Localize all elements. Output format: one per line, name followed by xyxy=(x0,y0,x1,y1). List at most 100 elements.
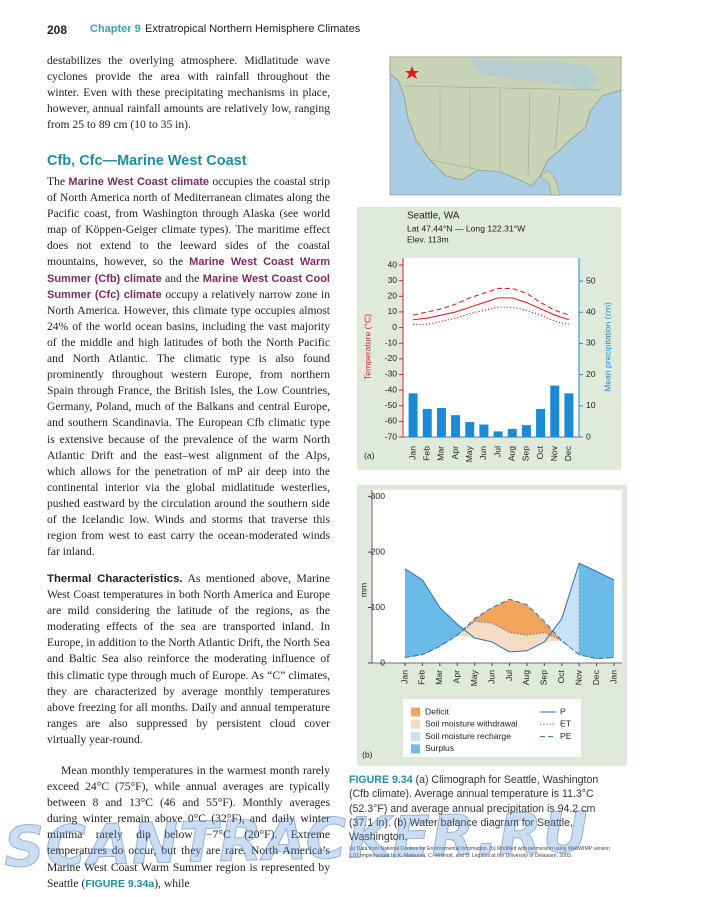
x-tick-label: Feb xyxy=(422,446,432,461)
legend-label: P xyxy=(560,706,566,716)
x-tick-label: Jan xyxy=(608,670,618,684)
x-tick-label: Feb xyxy=(417,670,427,685)
x-tick-label: Mar xyxy=(434,670,444,685)
x-tick-label: Nov xyxy=(549,445,559,461)
land xyxy=(539,169,561,196)
section-heading: Cfb, Cfc—Marine West Coast xyxy=(47,153,247,169)
x-tick-label: May xyxy=(464,445,474,462)
y-tick-label: -20 xyxy=(385,353,398,363)
y2-tick-label: 40 xyxy=(586,307,596,317)
y2-tick-label: 50 xyxy=(586,275,596,285)
y-tick-label: 20 xyxy=(387,291,397,301)
temperature-line xyxy=(412,287,570,316)
text: and the xyxy=(161,271,203,285)
deficit-area xyxy=(457,599,562,641)
bar xyxy=(521,425,531,437)
chapter-title: Extratropical Northern Hemisphere Climat… xyxy=(145,23,361,35)
x-tick-label: Aug xyxy=(507,446,517,462)
bar xyxy=(479,424,489,437)
panel-label: (b) xyxy=(362,749,373,759)
chapter-label: Chapter 9 xyxy=(90,23,141,35)
y-tick-label: 100 xyxy=(371,602,386,612)
y-tick-label: -40 xyxy=(385,384,398,394)
water-line xyxy=(404,562,615,653)
bar xyxy=(408,393,418,437)
caption-text: (a) Climograph for Seattle, Washington (… xyxy=(349,774,599,844)
text: As mentioned above, Marine West Coast te… xyxy=(47,572,330,746)
borders xyxy=(403,85,601,177)
y-tick-label: -70 xyxy=(385,431,398,441)
y2-tick-label: 20 xyxy=(586,369,596,379)
figure-reference[interactable]: FIGURE 9.34a xyxy=(85,877,155,890)
figure-caption: FIGURE 9.34 (a) Climograph for Seattle, … xyxy=(349,773,621,844)
y-tick-label: 200 xyxy=(371,546,386,556)
plot-area xyxy=(403,258,579,437)
legend-label: PE xyxy=(560,731,572,741)
x-tick-label: Apr xyxy=(450,446,460,460)
page-number: 208 xyxy=(47,23,68,37)
location-star xyxy=(405,66,419,79)
chart-title: Seattle, WA xyxy=(407,211,460,222)
bar xyxy=(550,385,560,437)
y2-tick-label: 30 xyxy=(586,338,596,348)
text: occupy a relatively narrow zone in North… xyxy=(47,287,330,559)
y-tick-label: -30 xyxy=(385,369,398,379)
x-tick-label: Jun xyxy=(478,446,488,460)
y-axis-title: mm xyxy=(358,583,368,597)
bar xyxy=(451,415,461,437)
key-term: Marine West Coast Cool Summer (Cfc) clim… xyxy=(47,272,330,301)
withdrawal-area xyxy=(457,621,562,652)
water-line xyxy=(404,598,615,660)
lakes xyxy=(470,60,600,90)
x-tick-label: Nov xyxy=(573,669,583,685)
panel-label: (a) xyxy=(364,450,375,460)
legend-label: Soil moisture recharge xyxy=(425,731,511,741)
bar xyxy=(493,431,503,437)
key-term: Marine West Coast Warm Summer (Cfb) clim… xyxy=(47,256,331,285)
legend-swatch xyxy=(411,719,420,729)
x-tick-label: Jan xyxy=(407,446,417,460)
x-tick-label: Aug xyxy=(521,670,531,686)
y-tick-label: -50 xyxy=(385,400,398,410)
chart-subtitle: Elev. 113m xyxy=(407,234,449,244)
legend-label: ET xyxy=(560,719,572,729)
y2-axis-title: Mean precipitation (cm) xyxy=(602,302,612,392)
figure-label: FIGURE 9.34 xyxy=(349,774,413,786)
legend-swatch xyxy=(411,744,420,754)
x-tick-label: Sep xyxy=(539,670,549,686)
surplus-area xyxy=(579,563,614,659)
y-tick-label: 40 xyxy=(387,259,397,269)
paragraph: Mean monthly temperatures in the warmest… xyxy=(47,763,330,892)
y-tick-label: 30 xyxy=(387,275,397,285)
paragraph: destabilizes the overlying atmosphere. M… xyxy=(47,54,330,132)
bar xyxy=(422,408,432,437)
text: Mean monthly temperatures in the warmest… xyxy=(47,764,330,890)
paragraph: Thermal Characteristics. As mentioned ab… xyxy=(47,571,330,748)
x-tick-label: Dec xyxy=(591,669,601,685)
bar xyxy=(465,422,475,437)
x-tick-label: Dec xyxy=(563,445,573,461)
x-tick-label: Jun xyxy=(486,670,496,684)
x-tick-label: Oct xyxy=(535,445,545,459)
x-tick-label: May xyxy=(469,669,479,686)
y-tick-label: 0 xyxy=(380,657,385,667)
x-tick-label: Sep xyxy=(521,446,531,462)
key-term: Marine West Coast climate xyxy=(68,176,209,188)
legend-swatch xyxy=(411,732,420,742)
text: The xyxy=(47,175,69,188)
x-tick-label: Mar xyxy=(436,446,446,461)
text: ), while xyxy=(154,876,190,890)
legend-label: Surplus xyxy=(425,743,454,753)
temperature-line xyxy=(413,306,570,325)
x-tick-label: Jul xyxy=(504,670,514,681)
figure-source: (a) Data from National Centers for Envir… xyxy=(349,846,610,859)
water-balance-diagram: 0 100 200 300 mm Jan Feb Mar Apr May Jun Jul Aug Sep O… xyxy=(358,490,622,759)
y2-tick-label: 10 xyxy=(586,400,596,410)
bar xyxy=(536,408,546,437)
x-tick-label: Apr xyxy=(452,670,462,684)
temperature-line xyxy=(413,297,570,321)
x-tick-label: Oct xyxy=(556,669,566,683)
y-tick-label: 0 xyxy=(392,322,397,332)
